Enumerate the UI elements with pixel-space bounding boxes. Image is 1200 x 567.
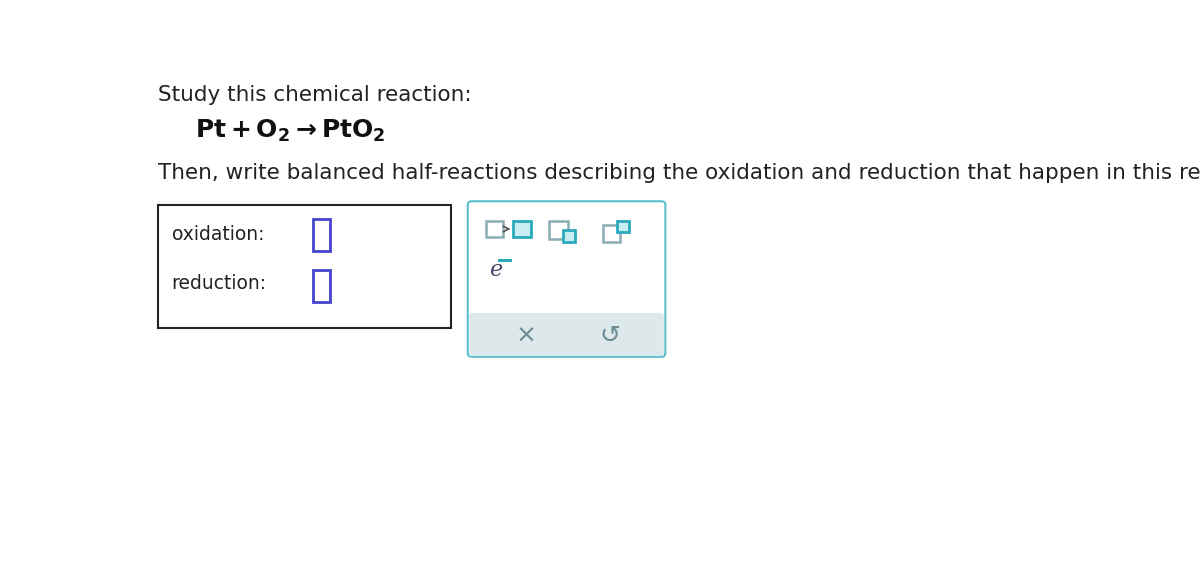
- Text: ↺: ↺: [599, 324, 620, 348]
- Bar: [313, 270, 330, 302]
- Text: $\mathbf{Pt + O_2 \rightarrow PtO_2}$: $\mathbf{Pt + O_2 \rightarrow PtO_2}$: [194, 118, 385, 144]
- Text: ×: ×: [515, 324, 536, 348]
- Text: oxidation:: oxidation:: [172, 225, 264, 244]
- Bar: [514, 221, 530, 238]
- Bar: [617, 221, 629, 232]
- Bar: [486, 221, 503, 238]
- Bar: [313, 219, 330, 251]
- Bar: [604, 225, 620, 242]
- Text: Study this chemical reaction:: Study this chemical reaction:: [157, 85, 472, 105]
- Bar: [550, 221, 568, 239]
- FancyBboxPatch shape: [469, 313, 664, 356]
- Text: reduction:: reduction:: [172, 274, 266, 293]
- Text: e: e: [488, 259, 502, 281]
- Bar: [157, 205, 451, 328]
- Text: Then, write balanced half-reactions describing the oxidation and reduction that : Then, write balanced half-reactions desc…: [157, 163, 1200, 183]
- FancyBboxPatch shape: [468, 201, 665, 357]
- Bar: [563, 230, 576, 242]
